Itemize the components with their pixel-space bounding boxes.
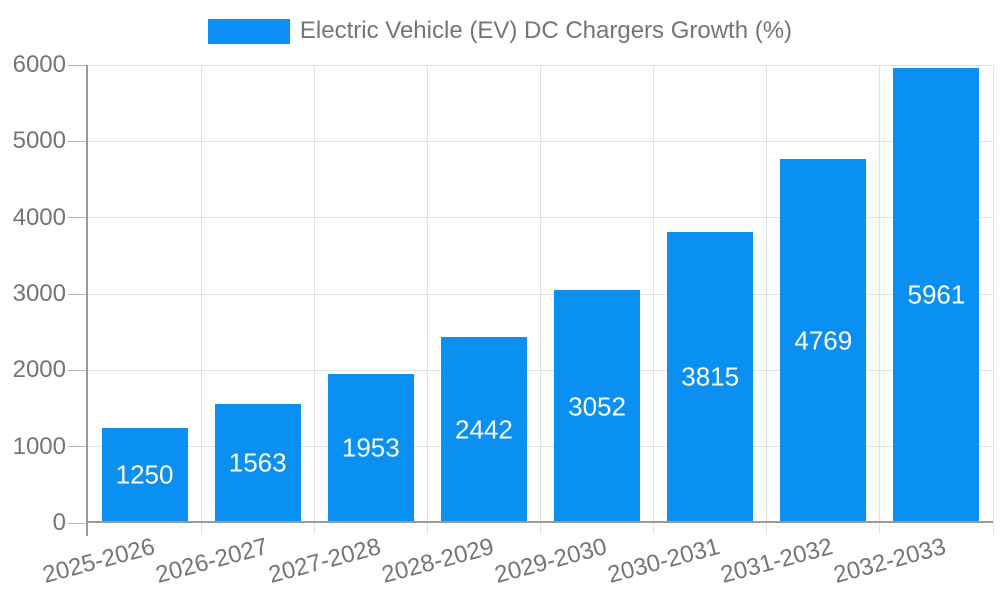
bar-2032-2033[interactable]: 5961 xyxy=(893,67,980,523)
y-axis-label: 2000 xyxy=(12,356,66,384)
y-axis-tick xyxy=(68,446,88,448)
bar-2029-2030[interactable]: 3052 xyxy=(554,290,641,523)
gridline-vertical xyxy=(766,65,768,534)
gridline-vertical xyxy=(426,65,428,534)
bar-value-label: 3815 xyxy=(681,361,740,392)
y-axis-line xyxy=(86,65,88,536)
bar-2026-2027[interactable]: 1563 xyxy=(214,403,301,523)
bar-value-label: 4769 xyxy=(794,325,853,356)
gridline-vertical xyxy=(879,65,881,534)
y-axis-label: 4000 xyxy=(12,203,66,231)
bar-value-label: 3052 xyxy=(568,391,626,421)
legend-swatch xyxy=(207,18,290,44)
gridline-vertical xyxy=(313,65,315,534)
bar-value-label: 1953 xyxy=(341,432,400,463)
bar-value-label: 1250 xyxy=(115,459,174,490)
legend-label: Electric Vehicle (EV) DC Chargers Growth… xyxy=(299,17,793,44)
bar-2030-2031[interactable]: 3815 xyxy=(667,231,754,523)
gridline-vertical xyxy=(653,65,655,534)
bar-value-label: 2442 xyxy=(455,414,513,445)
gridline-vertical xyxy=(992,65,994,534)
bar-2025-2026[interactable]: 1250 xyxy=(101,427,188,523)
bar-value-label: 5961 xyxy=(907,279,966,310)
bar-2028-2029[interactable]: 2442 xyxy=(440,336,527,523)
y-axis-label: 5000 xyxy=(12,127,66,155)
y-axis-label: 0 xyxy=(52,509,66,536)
y-axis-tick xyxy=(68,293,88,295)
bar-2031-2032[interactable]: 4769 xyxy=(780,158,867,523)
y-axis-tick xyxy=(68,217,88,219)
y-axis-label: 3000 xyxy=(12,280,66,307)
y-axis-label: 1000 xyxy=(12,432,66,460)
y-axis-tick xyxy=(68,140,88,142)
gridline-vertical xyxy=(200,65,202,534)
y-axis-tick xyxy=(68,64,88,66)
y-axis-tick xyxy=(68,369,88,371)
legend[interactable]: Electric Vehicle (EV) DC Chargers Growth… xyxy=(0,17,1000,45)
bar-2027-2028[interactable]: 1953 xyxy=(327,373,414,523)
gridline-vertical xyxy=(540,65,541,534)
y-axis-tick xyxy=(68,522,88,524)
y-axis-label: 6000 xyxy=(12,51,66,78)
bar-value-label: 1563 xyxy=(228,447,287,478)
x-axis-line xyxy=(86,521,993,523)
